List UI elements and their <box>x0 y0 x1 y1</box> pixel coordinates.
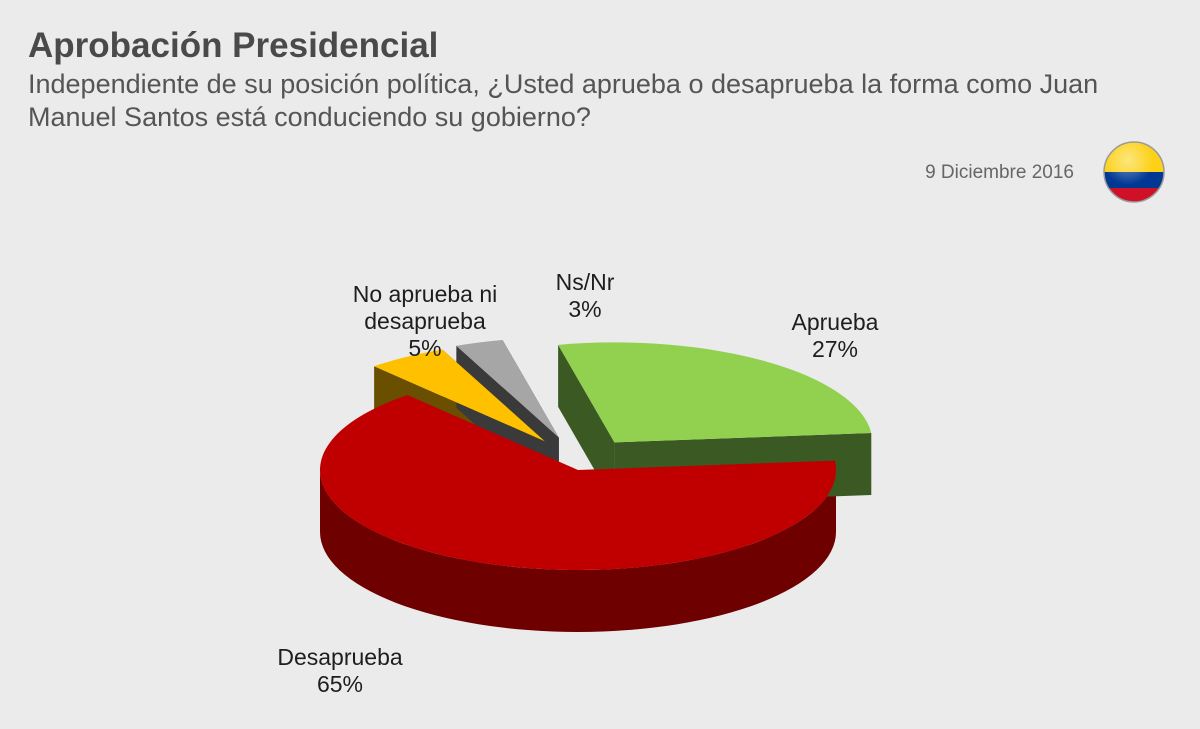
chart-title: Aprobación Presidencial <box>28 26 439 65</box>
slice-label-no-aprueba-ni-desaprueba: No aprueba ni desaprueba 5% <box>353 281 498 361</box>
survey-question: Independiente de su posición política, ¿… <box>28 69 1099 132</box>
slice-label-aprueba: Aprueba 27% <box>792 309 879 362</box>
pie-slice-aprueba <box>558 342 872 443</box>
colombia-flag-icon <box>1103 141 1165 203</box>
slice-label-ns-nr: Ns/Nr 3% <box>556 269 615 322</box>
pie-slice-desaprueba <box>319 394 837 570</box>
survey-date: 9 Diciembre 2016 <box>925 162 1074 183</box>
pie-slice-wall-aprueba <box>558 344 615 505</box>
pie-slice-side-desaprueba <box>320 470 836 632</box>
slice-label-desaprueba: Desaprueba 65% <box>277 644 403 697</box>
pie-slice-ns-nr <box>456 339 559 438</box>
pie-slice-no-aprueba-ni-desaprueba <box>374 349 545 442</box>
